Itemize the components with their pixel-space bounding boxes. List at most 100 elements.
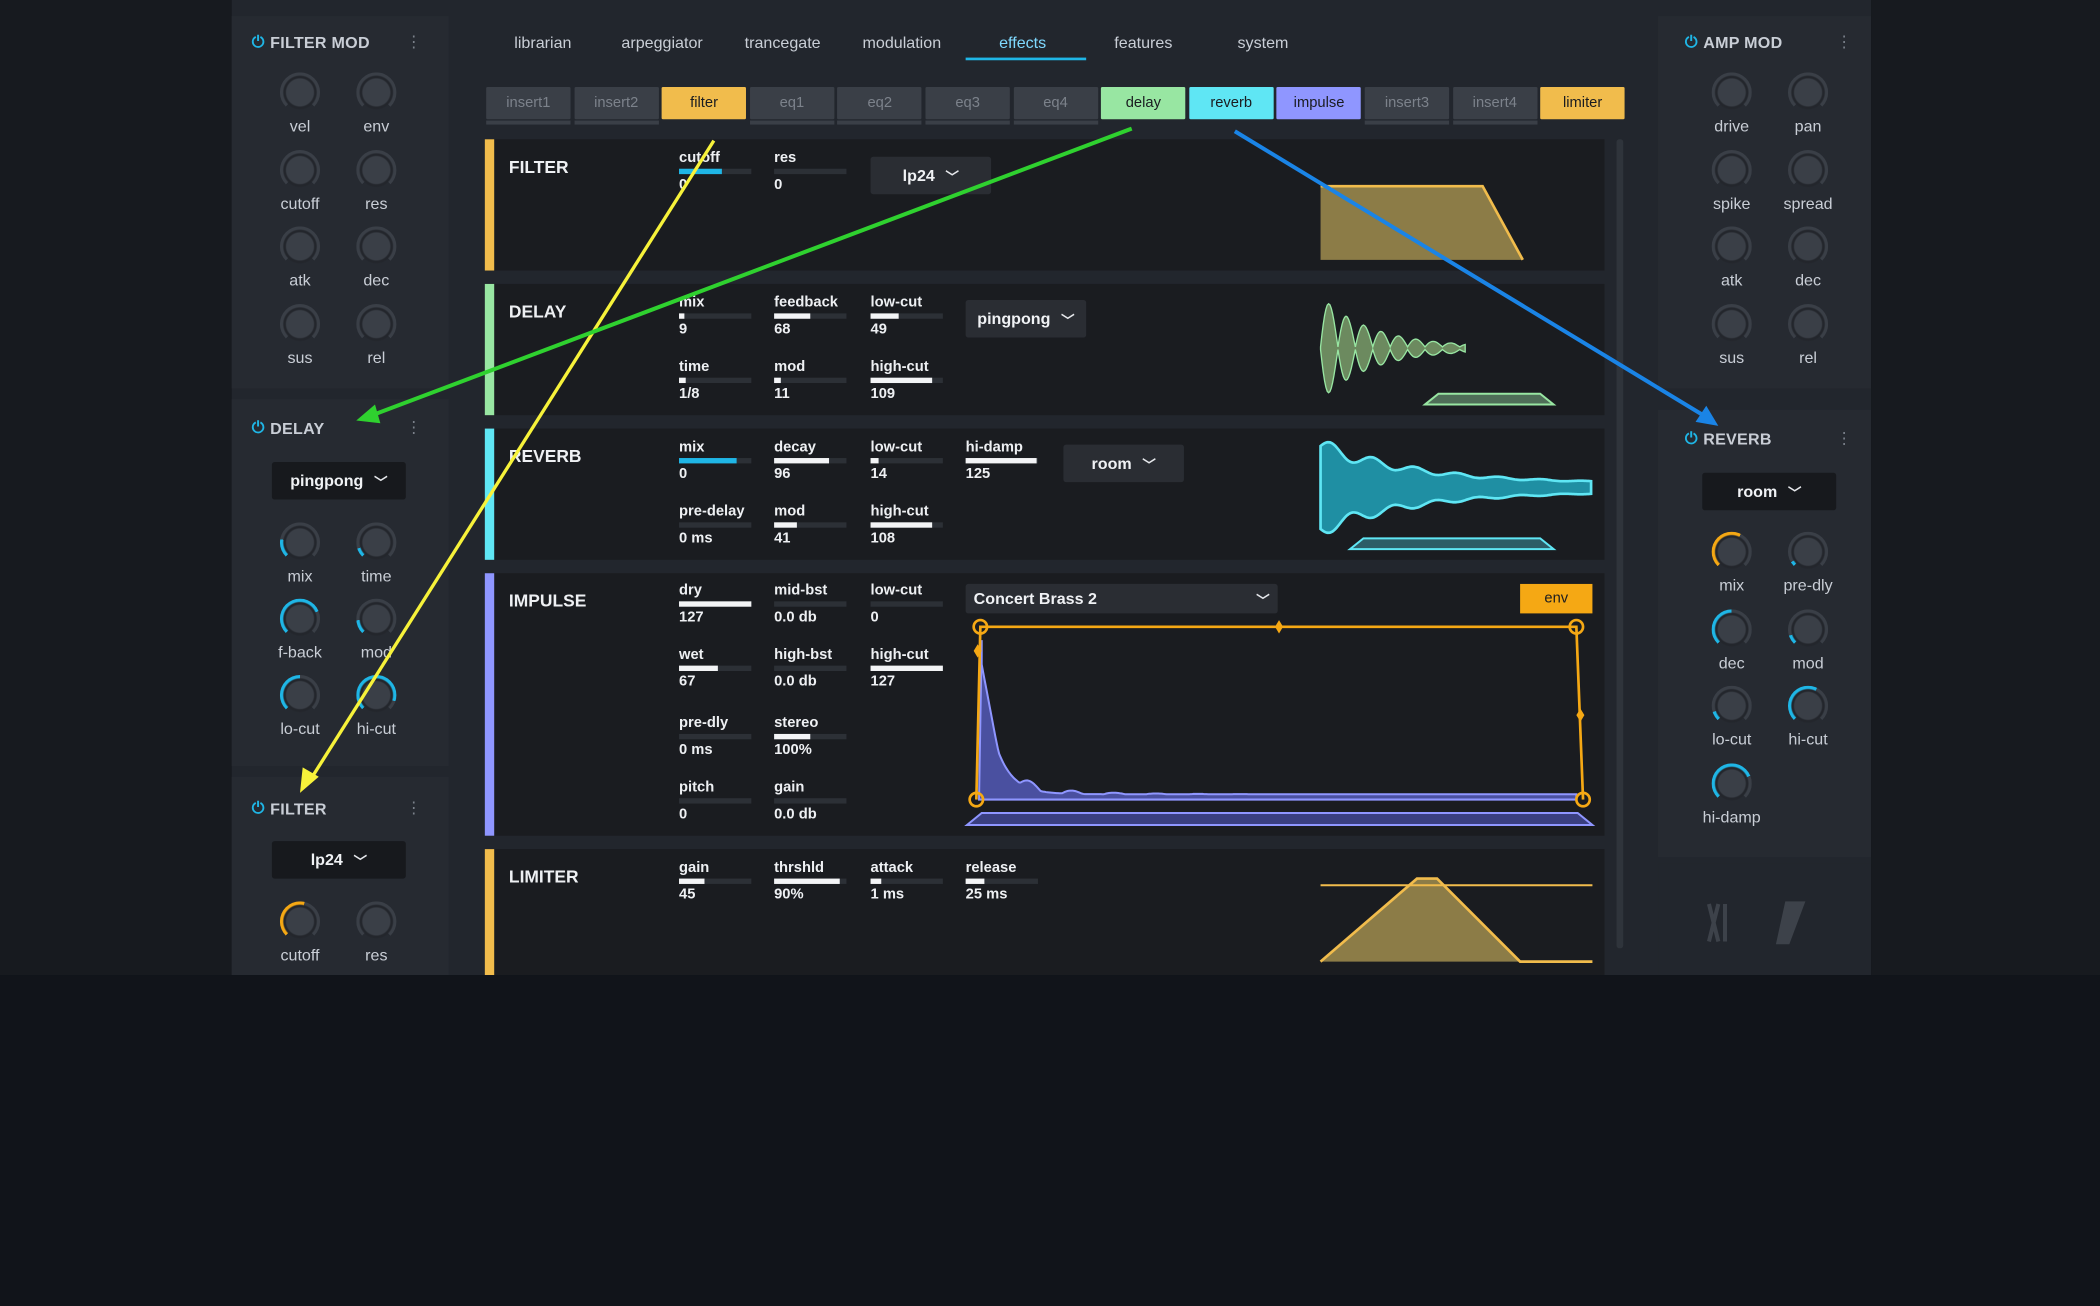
param-slider[interactable] bbox=[679, 665, 752, 671]
knob-dial[interactable] bbox=[279, 72, 321, 113]
param-low-cut[interactable]: low-cut 49 bbox=[870, 295, 946, 338]
knob-dial[interactable] bbox=[1711, 685, 1752, 726]
scrollbar[interactable] bbox=[1616, 139, 1624, 949]
knob-dial[interactable] bbox=[1711, 531, 1752, 572]
param-slider[interactable] bbox=[774, 458, 847, 464]
knob-dial[interactable] bbox=[1711, 72, 1752, 113]
param-slider[interactable] bbox=[965, 878, 1038, 884]
param-pre-delay[interactable]: pre-delay 0 ms bbox=[679, 504, 754, 546]
slot-insert2[interactable]: insert2 bbox=[574, 87, 659, 120]
slot-reverb[interactable]: reverb bbox=[1189, 87, 1274, 120]
param-res[interactable]: res 0 bbox=[774, 150, 849, 193]
param-pitch[interactable]: pitch 0 bbox=[679, 779, 754, 822]
knob-dial[interactable] bbox=[279, 901, 321, 942]
param-slider[interactable] bbox=[774, 878, 847, 884]
knob-dial[interactable] bbox=[1787, 150, 1829, 191]
param-attack[interactable]: attack 1 ms bbox=[870, 860, 946, 903]
param-slider[interactable] bbox=[774, 733, 847, 740]
tab-arpeggiator[interactable]: arpeggiator bbox=[621, 33, 703, 53]
param-mod[interactable]: mod 41 bbox=[774, 504, 849, 546]
slot-eq2[interactable]: eq2 bbox=[837, 87, 922, 120]
knob-amp-mod-drive[interactable]: drive bbox=[1693, 72, 1771, 135]
param-slider[interactable] bbox=[774, 665, 847, 671]
slot-insert4[interactable]: insert4 bbox=[1452, 87, 1537, 120]
delay-type-dropdown[interactable]: pingpong ﹀ bbox=[965, 300, 1087, 338]
power-icon[interactable]: ⏻ bbox=[1684, 428, 1698, 448]
knob-dial[interactable] bbox=[1711, 763, 1752, 804]
param-slider[interactable] bbox=[774, 798, 847, 804]
param-high-cut[interactable]: high-cut 108 bbox=[870, 504, 946, 546]
knob-reverb-pre-dly[interactable]: pre-dly bbox=[1769, 531, 1847, 595]
param-slider[interactable] bbox=[679, 798, 752, 804]
slot-eq4[interactable]: eq4 bbox=[1013, 87, 1098, 120]
knob-delay-mod[interactable]: mod bbox=[338, 598, 416, 662]
knob-dial[interactable] bbox=[1711, 150, 1752, 191]
knob-reverb-mod[interactable]: mod bbox=[1769, 609, 1847, 672]
knob-filter-mod-vel[interactable]: vel bbox=[261, 72, 339, 135]
knob-filter-res[interactable]: res bbox=[338, 901, 416, 964]
power-icon[interactable]: ⏻ bbox=[1684, 32, 1698, 51]
delay-mode-dropdown[interactable]: pingpong ﹀ bbox=[271, 462, 406, 500]
more-icon[interactable]: ⋮ bbox=[405, 417, 422, 437]
knob-reverb-hi-cut[interactable]: hi-cut bbox=[1769, 685, 1847, 749]
knob-dial[interactable] bbox=[1711, 304, 1752, 345]
knob-dial[interactable] bbox=[1787, 609, 1829, 650]
envelope-handle[interactable] bbox=[1568, 618, 1585, 635]
knob-filter-mod-env[interactable]: env bbox=[338, 72, 416, 135]
knob-dial[interactable] bbox=[1787, 226, 1829, 267]
slot-delay[interactable]: delay bbox=[1101, 87, 1186, 120]
param-slider[interactable] bbox=[870, 665, 943, 671]
knob-filter-mod-sus[interactable]: sus bbox=[261, 304, 339, 367]
reverb-mode-dropdown[interactable]: room ﹀ bbox=[1702, 472, 1837, 511]
knob-dial[interactable] bbox=[356, 226, 397, 267]
impulse-preset-dropdown[interactable]: Concert Brass 2 ﹀ bbox=[965, 583, 1278, 614]
knob-dial[interactable] bbox=[279, 598, 321, 639]
param-slider[interactable] bbox=[965, 458, 1038, 464]
tab-features[interactable]: features bbox=[1114, 33, 1173, 53]
knob-dial[interactable] bbox=[1787, 685, 1829, 726]
knob-amp-mod-pan[interactable]: pan bbox=[1769, 72, 1847, 135]
knob-amp-mod-sus[interactable]: sus bbox=[1693, 304, 1771, 367]
knob-dial[interactable] bbox=[356, 901, 397, 942]
param-slider[interactable] bbox=[774, 168, 847, 175]
param-slider[interactable] bbox=[679, 878, 752, 884]
slot-insert1[interactable]: insert1 bbox=[486, 87, 571, 120]
reverb-type-dropdown[interactable]: room ﹀ bbox=[1063, 444, 1184, 483]
knob-reverb-dec[interactable]: dec bbox=[1693, 609, 1771, 672]
knob-amp-mod-rel[interactable]: rel bbox=[1769, 304, 1847, 367]
filter-mode-dropdown[interactable]: lp24 ﹀ bbox=[271, 841, 406, 879]
more-icon[interactable]: ⋮ bbox=[405, 32, 422, 51]
knob-filter-mod-atk[interactable]: atk bbox=[261, 226, 339, 289]
param-high-cut[interactable]: high-cut 127 bbox=[870, 647, 946, 690]
param-slider[interactable] bbox=[870, 878, 943, 884]
param-gain[interactable]: gain 0.0 db bbox=[774, 779, 849, 822]
power-icon[interactable]: ⏻ bbox=[251, 32, 265, 51]
env-button[interactable]: env bbox=[1520, 583, 1593, 614]
param-release[interactable]: release 25 ms bbox=[965, 860, 1041, 903]
slot-eq1[interactable]: eq1 bbox=[749, 87, 835, 120]
param-low-cut[interactable]: low-cut 14 bbox=[870, 439, 946, 482]
more-icon[interactable]: ⋮ bbox=[1836, 428, 1853, 448]
param-high-cut[interactable]: high-cut 109 bbox=[870, 359, 946, 402]
knob-dial[interactable] bbox=[1787, 304, 1829, 345]
param-slider[interactable] bbox=[679, 313, 752, 319]
knob-dial[interactable] bbox=[279, 226, 321, 267]
knob-dial[interactable] bbox=[279, 304, 321, 345]
knob-filter-cutoff[interactable]: cutoff bbox=[261, 901, 339, 964]
param-hi-damp[interactable]: hi-damp 125 bbox=[965, 439, 1041, 482]
knob-dial[interactable] bbox=[279, 675, 321, 716]
knob-dial[interactable] bbox=[356, 150, 397, 191]
param-mid-bst[interactable]: mid-bst 0.0 db bbox=[774, 583, 849, 625]
knob-delay-mix[interactable]: mix bbox=[261, 522, 339, 585]
param-slider[interactable] bbox=[870, 601, 943, 607]
knob-dial[interactable] bbox=[356, 522, 397, 563]
param-slider[interactable] bbox=[679, 733, 752, 740]
slot-filter[interactable]: filter bbox=[661, 87, 747, 120]
param-gain[interactable]: gain 45 bbox=[679, 860, 754, 903]
tab-modulation[interactable]: modulation bbox=[862, 33, 942, 53]
knob-reverb-mix[interactable]: mix bbox=[1693, 531, 1771, 595]
param-thrshld[interactable]: thrshld 90% bbox=[774, 860, 849, 903]
param-slider[interactable] bbox=[679, 601, 752, 607]
param-slider[interactable] bbox=[679, 522, 752, 528]
more-icon[interactable]: ⋮ bbox=[405, 798, 422, 817]
